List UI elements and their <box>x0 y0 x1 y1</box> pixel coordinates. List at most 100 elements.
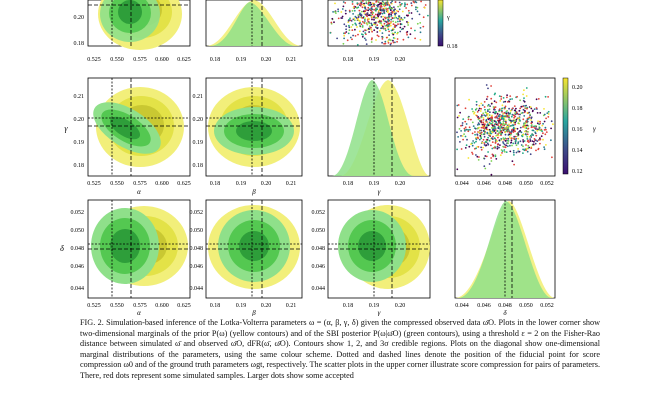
scatter-dot <box>513 163 515 166</box>
scatter-dot <box>392 33 395 36</box>
scatter-dot <box>456 131 458 134</box>
scatter-dot <box>400 28 403 31</box>
scatter-dot <box>494 116 497 119</box>
scatter-dot <box>513 138 515 140</box>
row2-p1-xtick: 0.600 <box>155 181 169 187</box>
row3-p3-ytick: 0.050 <box>312 228 326 234</box>
scatter-dot <box>516 127 519 130</box>
row1-panel-alpha-vs-beta: 0.20 0.18 0.525 0.550 0.575 0.600 0.625 <box>74 0 191 63</box>
scatter-dot <box>502 113 505 115</box>
scatter-dot <box>534 132 537 135</box>
scatter-dot <box>501 104 504 107</box>
scatter-dot <box>551 156 553 159</box>
scatter-dot <box>483 114 486 116</box>
scatter-dot <box>357 16 360 19</box>
row1-p3-xtick: 0.19 <box>369 57 380 63</box>
row2-p3-xtick: 0.18 <box>343 181 354 187</box>
scatter-dot <box>524 130 526 133</box>
scatter-dot <box>468 98 470 101</box>
row2-p1-ytick: 0.21 <box>74 94 85 100</box>
scatter-dot <box>473 141 476 144</box>
scatter-dot <box>502 120 505 123</box>
scatter-dot <box>416 10 419 13</box>
scatter-dot <box>506 127 509 130</box>
row3-p1-ytick: 0.050 <box>71 228 85 234</box>
scatter-dot <box>525 149 527 152</box>
scatter-dot <box>343 37 345 40</box>
scatter-dot <box>522 148 524 151</box>
row3-p2-ytick: 0.046 <box>190 264 204 270</box>
scatter-dot <box>349 36 352 39</box>
scatter-dot <box>491 131 494 134</box>
scatter-dot <box>550 139 552 142</box>
scatter-dot <box>475 107 478 110</box>
scatter-dot <box>503 111 506 114</box>
scatter-dot <box>525 95 528 97</box>
scatter-dot <box>380 5 383 8</box>
scatter-dot <box>530 107 533 110</box>
scatter-dot <box>497 124 499 127</box>
scatter-dot <box>482 121 485 124</box>
scatter-dot <box>397 20 399 23</box>
scatter-dot <box>355 24 358 26</box>
row3-p4-xtick: 0.048 <box>498 303 512 309</box>
scatter-dot <box>358 30 361 33</box>
scatter-dot <box>410 4 413 7</box>
scatter-dot <box>535 125 537 127</box>
scatter-dot <box>393 17 396 19</box>
figure-caption-text: Simulation-based inference of the Lotka-… <box>80 318 600 380</box>
row1-panel-scatter: 0.18 0.19 0.20 <box>327 0 431 63</box>
scatter-dot <box>476 114 478 117</box>
row2-p1-ytick: 0.18 <box>74 163 85 169</box>
scatter-dot <box>496 117 499 119</box>
scatter-dot <box>382 25 384 28</box>
scatter-dot <box>483 157 486 160</box>
scatter-dot <box>364 29 366 31</box>
scatter-dot <box>368 28 371 30</box>
scatter-dot <box>411 17 414 20</box>
scatter-dot <box>475 136 477 139</box>
scatter-dot <box>543 120 546 123</box>
scatter-dot <box>361 35 364 38</box>
scatter-dot <box>522 152 524 155</box>
scatter-dot <box>389 7 392 9</box>
scatter-dot <box>365 9 368 11</box>
scatter-dot <box>388 13 390 16</box>
row1-p1-xtick: 0.600 <box>155 57 169 63</box>
scatter-dot <box>366 13 369 16</box>
row3-panel-beta-vs-delta: 0.052 0.050 0.048 0.046 0.044 0.18 0.19 … <box>190 199 303 317</box>
scatter-dot <box>373 21 376 24</box>
scatter-dot <box>345 25 348 28</box>
scatter-dot <box>541 124 544 127</box>
scatter-dot <box>490 157 492 159</box>
scatter-dot <box>467 116 470 119</box>
scatter-dot <box>390 1 392 4</box>
scatter-dot <box>467 118 470 121</box>
scatter-dot <box>356 44 359 46</box>
scatter-dot <box>515 107 517 110</box>
scatter-dot <box>506 96 508 99</box>
scatter-dot <box>504 126 506 129</box>
scatter-dot <box>363 12 366 14</box>
scatter-dot <box>513 115 516 117</box>
scatter-dot <box>484 108 486 111</box>
scatter-dot <box>398 8 401 11</box>
scatter-dot <box>530 124 533 126</box>
scatter-dot <box>361 6 364 9</box>
scatter-dot <box>361 26 364 28</box>
scatter-dot <box>480 107 482 110</box>
scatter-dot <box>456 148 458 151</box>
row1-colorbar: γ 0.18 <box>437 0 458 50</box>
scatter-dot <box>517 122 520 125</box>
scatter-dot <box>414 0 417 3</box>
scatter-dot <box>504 100 507 103</box>
scatter-dot <box>375 1 377 3</box>
scatter-dot <box>484 141 487 143</box>
scatter-dot <box>463 127 466 130</box>
scatter-dot <box>513 116 515 119</box>
scatter-dot <box>354 22 357 25</box>
scatter-dot <box>482 117 485 119</box>
scatter-dot <box>369 1 372 4</box>
scatter-dot <box>382 15 384 18</box>
row3-p3-ytick: 0.046 <box>312 264 326 270</box>
